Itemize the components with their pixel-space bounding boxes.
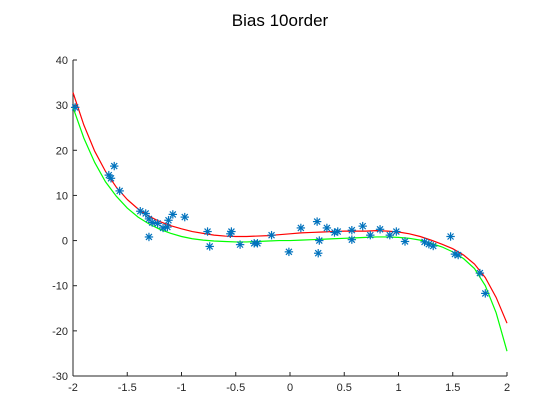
scatter-point <box>375 225 385 234</box>
scatter-point <box>333 227 342 236</box>
scatter-point <box>322 223 332 233</box>
y-tick-label: -30 <box>52 371 68 383</box>
scatter-point <box>203 227 212 236</box>
y-tick-label: -20 <box>52 326 68 338</box>
y-tick-label: 10 <box>56 190 68 202</box>
scatter-point <box>253 239 262 248</box>
scatter-point <box>205 242 214 251</box>
scatter-point <box>400 237 410 246</box>
scatter-point <box>296 223 306 233</box>
fit-lines <box>72 92 508 352</box>
scatter-point <box>314 249 323 258</box>
scatter-point <box>347 235 357 244</box>
x-tick-label: -0.5 <box>226 382 245 394</box>
scatter-point <box>446 232 455 241</box>
scatter-point <box>330 228 339 237</box>
chart-title: Bias 10order <box>232 11 329 30</box>
scatter-point <box>392 227 401 236</box>
scatter-point <box>164 216 173 225</box>
scatter-point <box>429 241 438 251</box>
scatter-point <box>366 230 375 240</box>
scatter-point <box>180 212 189 222</box>
scatter-point <box>163 222 172 232</box>
scatter-point <box>168 210 178 219</box>
scatter-point <box>453 250 463 260</box>
x-tick-label: 1 <box>395 382 401 394</box>
scatter-point <box>106 174 116 183</box>
scatter-point <box>358 221 367 231</box>
scatter-point <box>284 247 294 257</box>
x-tick-label: 0 <box>287 382 293 394</box>
x-tick-label: 0.5 <box>337 382 352 394</box>
x-tick-label: 2 <box>504 382 510 394</box>
scatter-point <box>475 268 485 278</box>
x-tick-label: -2 <box>68 382 78 394</box>
scatter-point <box>481 289 490 298</box>
x-tick-label: 1.5 <box>445 382 460 394</box>
y-tick-label: 0 <box>62 236 68 248</box>
green-curve <box>72 107 508 352</box>
y-tick-label: 20 <box>56 145 68 157</box>
y-tick-label: 30 <box>56 100 68 112</box>
scatter-point <box>315 236 324 245</box>
y-tick-label: -10 <box>52 281 68 293</box>
scatter-point <box>312 217 322 226</box>
scatter-point <box>110 161 119 171</box>
scatter-point <box>144 232 154 242</box>
scatter-point <box>115 186 124 196</box>
scatter-point <box>227 227 236 236</box>
scatter-point <box>235 240 245 249</box>
axes: -2 -1.5 -1 -0.5 0 0.5 1 1.5 2 -30 -20 -10 0 10 20 30 40 <box>52 55 510 394</box>
scatter-point <box>385 230 395 240</box>
scatter-point <box>70 103 80 112</box>
scatter-point <box>347 225 357 235</box>
red-curve <box>72 92 508 324</box>
scatter-point <box>148 218 157 227</box>
scatter-point <box>267 230 276 240</box>
scatter-point <box>153 219 162 228</box>
y-tick-label: 40 <box>56 55 68 67</box>
x-tick-label: -1 <box>177 382 187 394</box>
scatter-points <box>70 103 490 298</box>
x-tick-label: -1.5 <box>118 382 137 394</box>
